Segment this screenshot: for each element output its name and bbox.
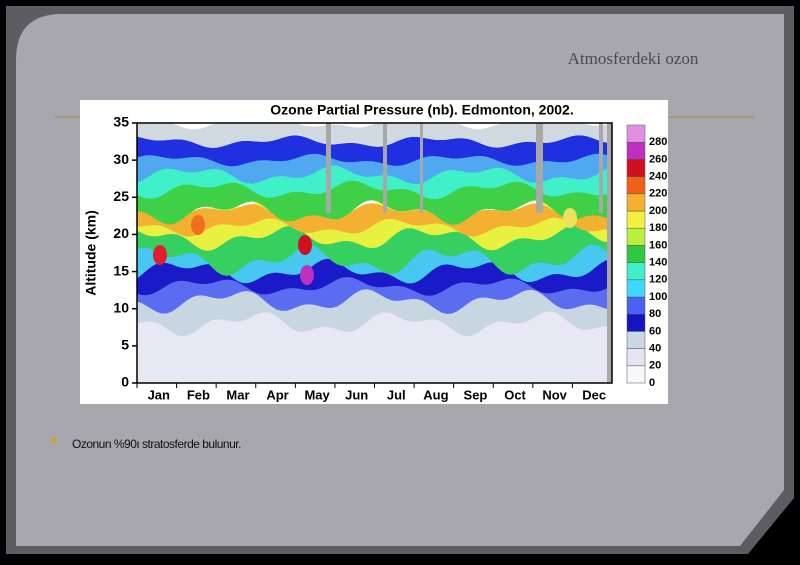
colorbar-label: 40 (649, 343, 661, 355)
x-tick-label: Mar (226, 387, 249, 402)
bullet-text: Ozonun %90ı stratosferde bulunur. (72, 437, 241, 451)
data-gap (607, 123, 612, 383)
colorbar-swatch (626, 262, 646, 281)
contour-band (137, 123, 612, 148)
colorbar-label: 240 (649, 171, 667, 183)
x-tick-label: Jun (345, 387, 368, 402)
colorbar-swatch (626, 365, 646, 384)
colorbar-swatch (626, 141, 646, 160)
x-tick-label: Oct (504, 387, 526, 402)
data-gap (420, 123, 423, 213)
data-gap (599, 123, 603, 213)
y-tick-label: 20 (113, 225, 129, 241)
x-tick-label: Sep (464, 387, 488, 402)
contour-band (137, 258, 612, 296)
x-tick-label: Jan (148, 387, 170, 402)
contour-band (137, 135, 612, 167)
colorbar-swatch (626, 348, 646, 367)
x-tick-label: May (304, 387, 330, 402)
colorbar-swatch (626, 313, 646, 332)
x-tick-label: Feb (187, 387, 210, 402)
colorbar-swatch (626, 159, 646, 177)
contour-spot (153, 245, 167, 265)
colorbar-label: 120 (649, 274, 667, 286)
x-tick-label: Jul (387, 387, 406, 402)
data-gap (536, 123, 543, 213)
colorbar-label: 280 (649, 136, 667, 148)
data-gap (326, 123, 331, 213)
colorbar-label: 260 (649, 153, 667, 165)
contour-spot (563, 208, 577, 228)
y-tick-label: 5 (121, 337, 129, 353)
colorbar-label: 100 (649, 291, 667, 303)
bullet-marker (51, 438, 56, 443)
colorbar-swatch (626, 296, 646, 315)
y-tick-label: 15 (113, 262, 129, 278)
x-tick-label: Dec (582, 387, 606, 402)
colorbar-label: 20 (649, 360, 661, 372)
colorbar-label: 80 (649, 308, 661, 320)
colorbar-swatch (626, 227, 646, 246)
colorbar-label: 220 (649, 188, 667, 200)
colorbar-label: 200 (649, 205, 667, 217)
figure-title: Ozone Partial Pressure (nb). Edmonton, 2… (270, 102, 573, 118)
colorbar-swatch (626, 124, 646, 143)
y-axis-label: Altitude (km) (83, 210, 99, 296)
colorbar-swatch (626, 210, 646, 229)
contour-band (137, 310, 612, 383)
y-tick-label: 10 (113, 299, 129, 315)
colorbar-swatch (626, 331, 646, 349)
colorbar-swatch (626, 176, 646, 195)
contour-band (137, 203, 612, 237)
slide-title: Atmosferdeki ozon (568, 49, 699, 68)
x-tick-label: Apr (266, 387, 288, 402)
x-tick-label: Aug (423, 387, 448, 402)
contour-spot (191, 215, 205, 235)
contour-plot (137, 123, 612, 383)
colorbar-label: 180 (649, 222, 667, 234)
contour-band (137, 161, 612, 200)
colorbar-label: 140 (649, 257, 667, 269)
x-tick-label: Nov (542, 387, 567, 402)
colorbar-label: 160 (649, 239, 667, 251)
colorbar-label: 0 (649, 377, 655, 389)
contour-spot (298, 235, 312, 255)
y-tick-label: 35 (113, 114, 129, 130)
y-tick-label: 30 (113, 151, 129, 167)
data-gap (383, 123, 387, 213)
colorbar-swatch (626, 279, 646, 298)
colorbar-swatch (626, 193, 646, 212)
colorbar-label: 60 (649, 325, 661, 337)
colorbar-swatch (626, 245, 646, 263)
y-tick-label: 25 (113, 188, 129, 204)
y-tick-label: 0 (121, 374, 129, 390)
contour-spot (300, 265, 314, 285)
